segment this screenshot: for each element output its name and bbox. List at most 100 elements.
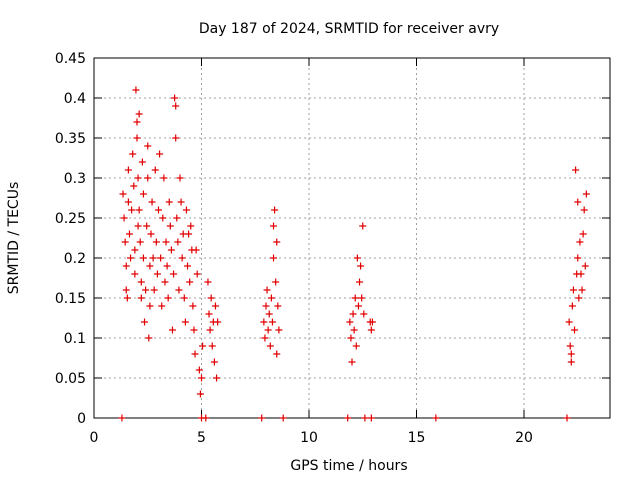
data-point (134, 174, 142, 182)
y-tick-label: 0.45 (55, 51, 86, 67)
data-point (351, 294, 359, 302)
data-point (207, 294, 215, 302)
data-point (144, 174, 152, 182)
data-point (172, 134, 180, 142)
data-point (159, 214, 167, 222)
data-point (211, 302, 219, 310)
y-tick-label: 0.15 (55, 291, 86, 307)
data-point (134, 222, 142, 230)
data-point (258, 414, 266, 422)
x-tick-labels: 0 5 10 15 20 (90, 430, 533, 446)
data-point (123, 294, 131, 302)
data-point (142, 286, 150, 294)
data-point (347, 334, 355, 342)
data-point (571, 326, 579, 334)
data-point (576, 238, 584, 246)
data-point (574, 254, 582, 262)
y-tick-label: 0.1 (64, 331, 86, 347)
data-point (268, 318, 276, 326)
data-point (168, 326, 176, 334)
chart-title: Day 187 of 2024, SRMTID for receiver avr… (199, 21, 499, 37)
data-point (148, 198, 156, 206)
data-point (582, 190, 590, 198)
y-tick-label: 0.05 (55, 371, 86, 387)
data-point (270, 222, 278, 230)
plot-frame (93, 57, 611, 419)
data-point (139, 254, 147, 262)
data-point (165, 198, 173, 206)
data-point (349, 310, 357, 318)
data-point (173, 214, 181, 222)
data-point (143, 222, 151, 230)
data-point (124, 166, 132, 174)
plot-area (93, 57, 611, 422)
data-point (205, 310, 213, 318)
y-axis-label: SRMTID / TECUs (6, 182, 22, 295)
data-point (122, 286, 130, 294)
data-point (346, 318, 354, 326)
data-point (136, 238, 144, 246)
data-point (354, 302, 362, 310)
data-point (270, 254, 278, 262)
data-point (575, 294, 583, 302)
data-point (163, 262, 171, 270)
data-point (137, 278, 145, 286)
data-point (180, 294, 188, 302)
data-point (170, 270, 178, 278)
y-tick-label: 0.4 (64, 91, 86, 107)
data-point (176, 174, 184, 182)
data-point (206, 326, 214, 334)
data-point (171, 94, 179, 102)
data-point (138, 158, 146, 166)
data-point (358, 294, 366, 302)
y-tick-label: 0.25 (55, 211, 86, 227)
data-point (135, 110, 143, 118)
data-point (175, 286, 183, 294)
data-point (155, 206, 162, 214)
data-point (577, 270, 585, 278)
data-point (157, 254, 165, 262)
data-point (151, 166, 159, 174)
data-point (129, 150, 137, 158)
data-point (357, 262, 365, 270)
data-point (152, 238, 160, 246)
data-point (125, 230, 133, 238)
data-point (563, 414, 571, 422)
data-point (344, 414, 352, 422)
axis-ticks (93, 57, 610, 419)
data-point (565, 318, 573, 326)
data-point (356, 278, 364, 286)
data-point (367, 414, 375, 422)
x-tick-label: 15 (408, 430, 426, 446)
data-point (146, 302, 154, 310)
data-point (167, 246, 175, 254)
data-point (265, 310, 273, 318)
data-point (198, 374, 205, 382)
data-point (359, 222, 367, 230)
data-point (166, 222, 174, 230)
data-point (118, 414, 126, 422)
data-point (193, 270, 201, 278)
data-point (158, 302, 166, 310)
y-tick-label: 0.3 (64, 171, 86, 187)
data-point (579, 230, 587, 238)
data-point (147, 230, 155, 238)
data-point (353, 254, 361, 262)
data-point (156, 150, 164, 158)
data-point (127, 254, 135, 262)
data-point (144, 142, 152, 150)
x-tick-label: 0 (90, 430, 99, 446)
data-point (202, 414, 210, 422)
data-point (275, 326, 283, 334)
data-point (137, 294, 145, 302)
data-point (273, 350, 281, 358)
data-point (432, 414, 440, 422)
data-point (182, 206, 190, 214)
data-point (350, 326, 358, 334)
data-point (262, 302, 270, 310)
data-point (261, 334, 269, 342)
data-point (213, 374, 221, 382)
data-point (119, 190, 127, 198)
data-point (181, 318, 189, 326)
data-point (161, 278, 169, 286)
